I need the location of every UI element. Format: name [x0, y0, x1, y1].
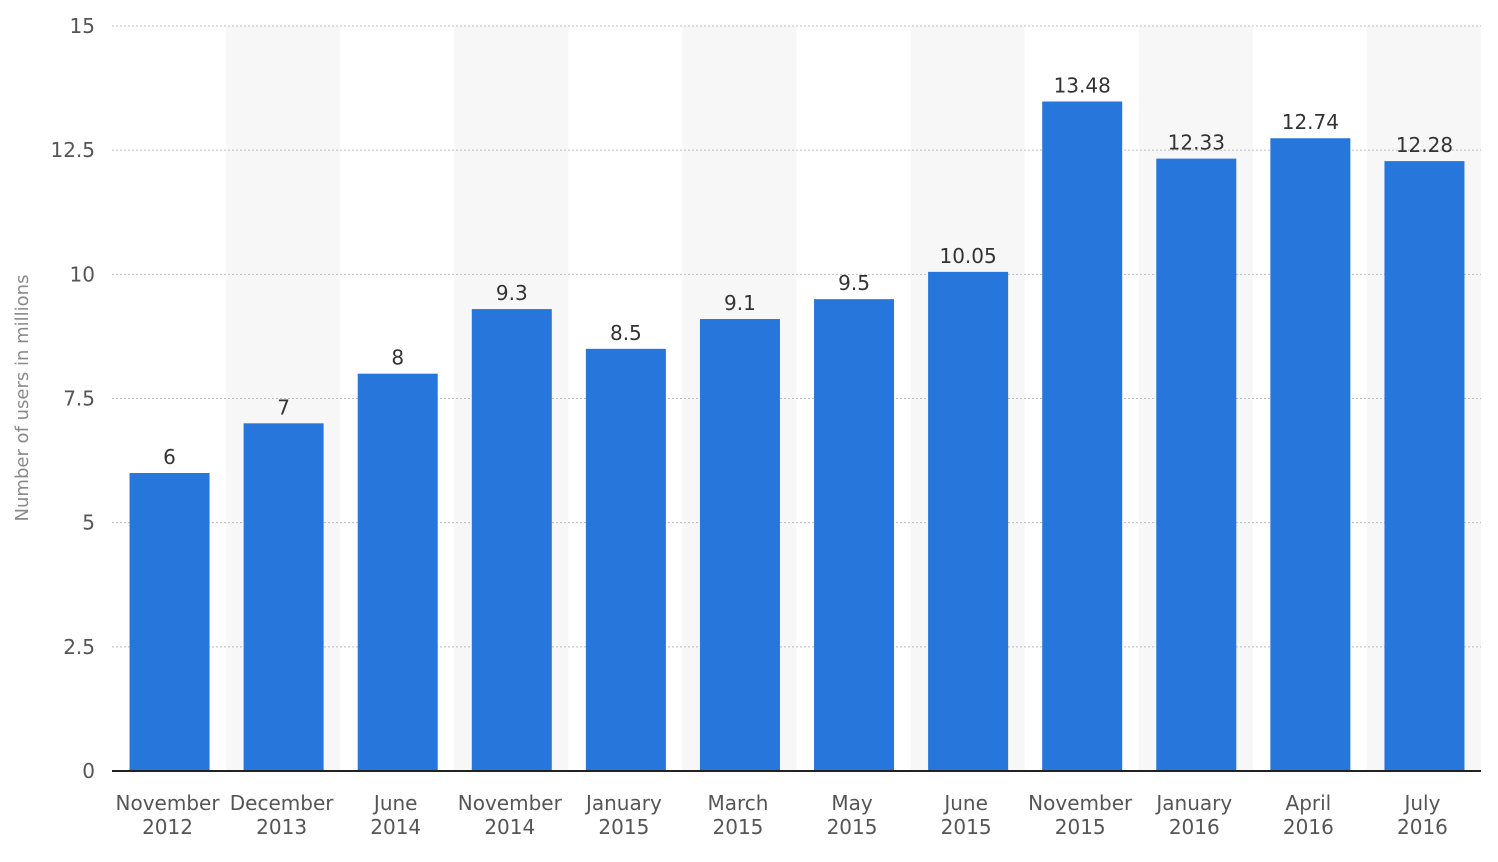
- bar[interactable]: [1042, 101, 1123, 771]
- y-axis-ticks: 0 2.5 5 7.5 10 12.5 15: [50, 14, 95, 783]
- bar[interactable]: [1270, 138, 1351, 771]
- x-tick-label-year: 2015: [827, 815, 878, 839]
- bar[interactable]: [1156, 158, 1237, 772]
- data-label: 8: [391, 346, 404, 370]
- x-tick-label-year: 2013: [256, 815, 307, 839]
- data-label: 6: [163, 445, 176, 469]
- x-tick-label-year: 2015: [1055, 815, 1106, 839]
- x-tick-label-month: May: [831, 791, 873, 815]
- x-tick-label-month: July: [1402, 791, 1440, 815]
- y-axis-label: Number of users in millions: [12, 275, 33, 522]
- data-label: 9.1: [724, 291, 756, 315]
- x-tick-label-month: December: [230, 791, 334, 815]
- x-tick-label-year: 2014: [370, 815, 421, 839]
- y-tick-label: 2.5: [63, 635, 95, 659]
- data-label: 8.5: [610, 321, 642, 345]
- x-tick-label-year: 2016: [1283, 815, 1334, 839]
- data-label: 7: [277, 395, 290, 419]
- x-tick-label-month: March: [707, 791, 768, 815]
- x-tick-label-month: June: [372, 791, 418, 815]
- value-labels: 6 7 8 9.3 8.5 9.1 9.5 10.05 13.48 12.33 12.74 12.28: [163, 73, 1453, 469]
- data-label: 12.33: [1168, 131, 1225, 155]
- grid-lines: [112, 25, 1481, 648]
- x-tick-label-year: 2015: [598, 815, 649, 839]
- data-label: 12.74: [1282, 110, 1339, 134]
- bar[interactable]: [129, 473, 210, 771]
- bars: [129, 101, 1465, 772]
- y-tick-label: 15: [70, 14, 95, 38]
- x-tick-label-year: 2014: [484, 815, 535, 839]
- x-tick-label-year: 2015: [713, 815, 764, 839]
- data-label: 13.48: [1054, 73, 1111, 97]
- x-tick-label-month: April: [1286, 791, 1332, 815]
- data-label: 10.05: [939, 244, 996, 268]
- bar[interactable]: [243, 423, 324, 771]
- x-tick-label-month: June: [942, 791, 988, 815]
- x-tick-label-year: 2016: [1397, 815, 1448, 839]
- y-tick-label: 7.5: [63, 387, 95, 411]
- y-tick-label: 10: [70, 262, 95, 286]
- bar[interactable]: [357, 373, 438, 771]
- x-tick-label-year: 2016: [1169, 815, 1220, 839]
- x-tick-label-month: November: [1028, 791, 1133, 815]
- data-label: 9.5: [838, 271, 870, 295]
- x-tick-label-year: 2015: [941, 815, 992, 839]
- y-tick-label: 5: [82, 511, 95, 535]
- bar[interactable]: [1384, 161, 1465, 772]
- x-tick-label-month: November: [458, 791, 563, 815]
- bar[interactable]: [585, 348, 666, 771]
- y-tick-label: 0: [82, 759, 95, 783]
- x-tick-label-month: November: [116, 791, 221, 815]
- x-tick-label-month: January: [1154, 791, 1232, 815]
- bar[interactable]: [928, 271, 1009, 771]
- bar[interactable]: [471, 309, 552, 771]
- x-tick-label-year: 2012: [142, 815, 193, 839]
- data-label: 12.28: [1396, 133, 1453, 157]
- bar[interactable]: [699, 319, 780, 771]
- category-labels: November2012December2013June2014November…: [116, 791, 1448, 839]
- data-label: 9.3: [496, 281, 528, 305]
- y-tick-label: 12.5: [50, 138, 95, 162]
- bar[interactable]: [814, 299, 895, 771]
- x-tick-label-month: January: [584, 791, 662, 815]
